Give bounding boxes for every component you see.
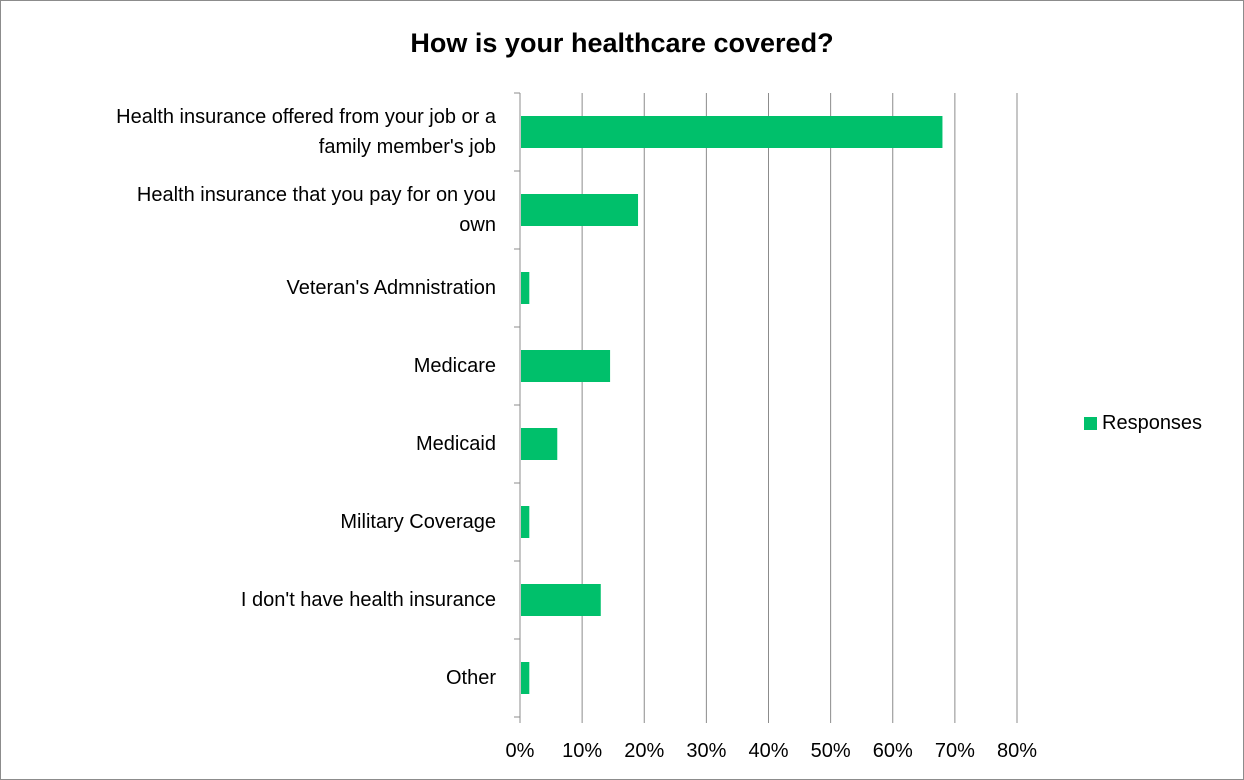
category-label-line: Military Coverage [340,511,496,533]
x-tick-label: 10% [562,740,602,762]
legend: Responses [1084,412,1202,435]
bar [521,272,530,304]
category-label-line: own [459,214,496,236]
legend-label: Responses [1102,412,1203,434]
bar [521,662,530,694]
category-label: Other [16,663,496,693]
category-label: Military Coverage [16,507,496,537]
category-label: Health insurance that you pay for on you… [16,180,496,240]
x-tick-label: 60% [873,740,913,762]
category-label-line: Medicaid [415,433,496,455]
bar [521,116,943,148]
category-label: Medicaid [16,429,496,459]
bar [521,428,558,460]
category-label-line: I don't have health insurance [240,589,496,611]
legend-swatch [1084,417,1097,430]
category-label-line: Health insurance offered from your job o… [116,106,496,128]
category-label-line: Health insurance that you pay for on you [136,184,496,206]
category-label-line: Medicare [413,355,496,377]
category-label: Medicare [16,351,496,381]
x-tick-label: 70% [935,740,975,762]
x-tick-label: 0% [506,740,535,762]
category-label: Health insurance offered from your job o… [16,102,496,162]
bar [521,506,530,538]
bar [521,194,639,226]
x-tick-label: 20% [624,740,664,762]
category-label: I don't have health insurance [16,585,496,615]
category-label-line: Other [445,667,496,689]
category-label-line: Veteran's Admnistration [286,277,497,299]
category-label: Veteran's Admnistration [16,273,497,303]
x-tick-label: 50% [811,740,851,762]
bar [521,350,611,382]
bar [521,584,601,616]
chart-title: How is your healthcare covered? [410,28,834,58]
category-label-line: family member's job [318,136,496,158]
x-tick-label: 40% [748,740,788,762]
x-tick-label: 80% [997,740,1037,762]
x-tick-label: 30% [686,740,726,762]
